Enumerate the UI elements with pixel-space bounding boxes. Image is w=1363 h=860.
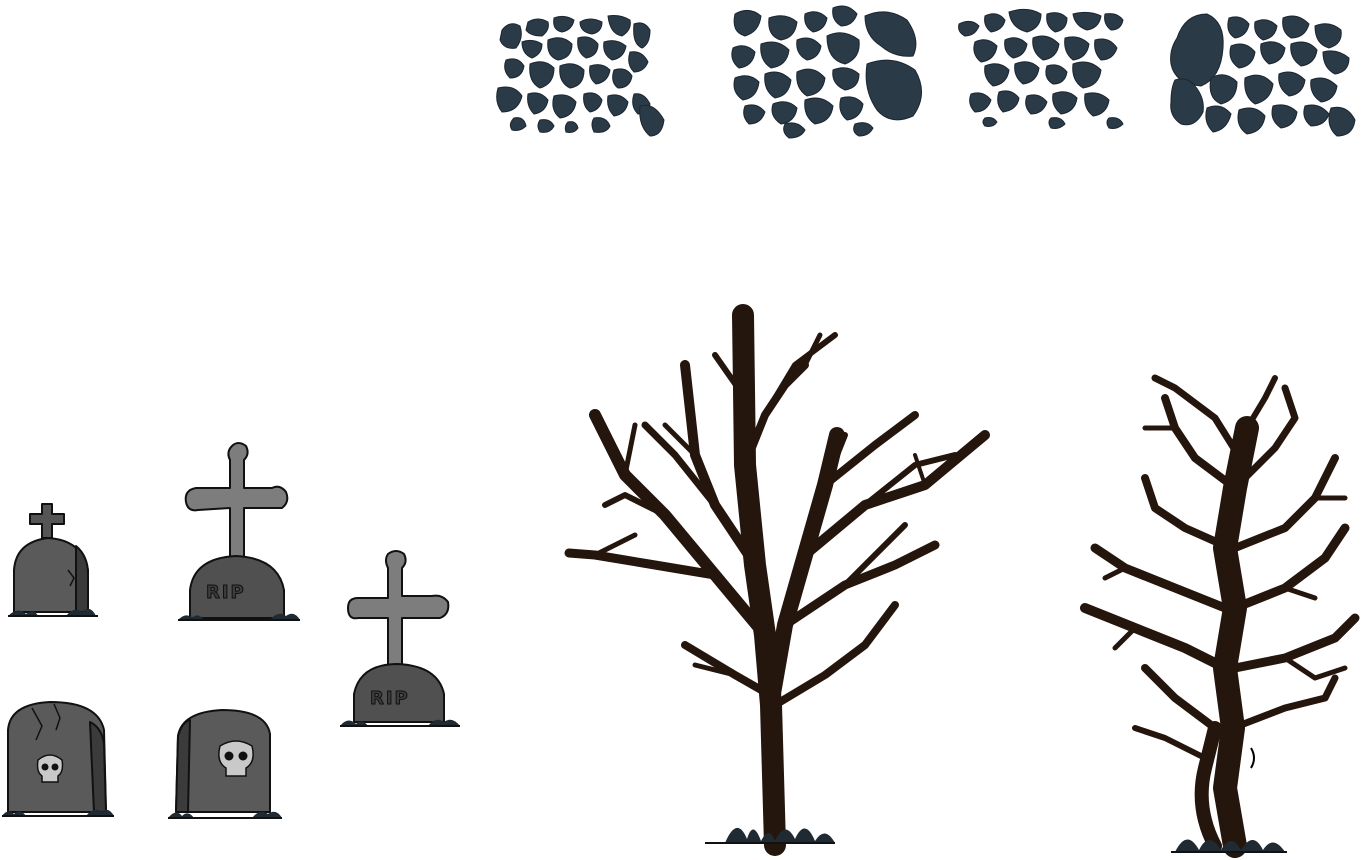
skull-icon	[36, 754, 64, 783]
gravestone-small-cross	[8, 500, 98, 622]
rip-inscription: RIP	[370, 688, 410, 709]
stone-cluster-tile-4	[1165, 8, 1360, 140]
stone-cluster-tile-2	[725, 0, 935, 140]
rip-inscription: RIP	[206, 582, 246, 603]
skull-icon	[218, 740, 254, 777]
gravestone-cracked-skull	[2, 700, 114, 820]
stone-cluster-tile-1	[492, 8, 672, 138]
gravestone-skull	[166, 706, 284, 822]
dead-tree-large	[564, 304, 995, 856]
gravestone-rip-cross-1: RIP	[176, 440, 302, 626]
dead-tree-gnarled	[1075, 368, 1360, 858]
gravestone-rip-cross-2: RIP	[338, 548, 464, 734]
stone-cluster-tile-3	[955, 4, 1135, 134]
